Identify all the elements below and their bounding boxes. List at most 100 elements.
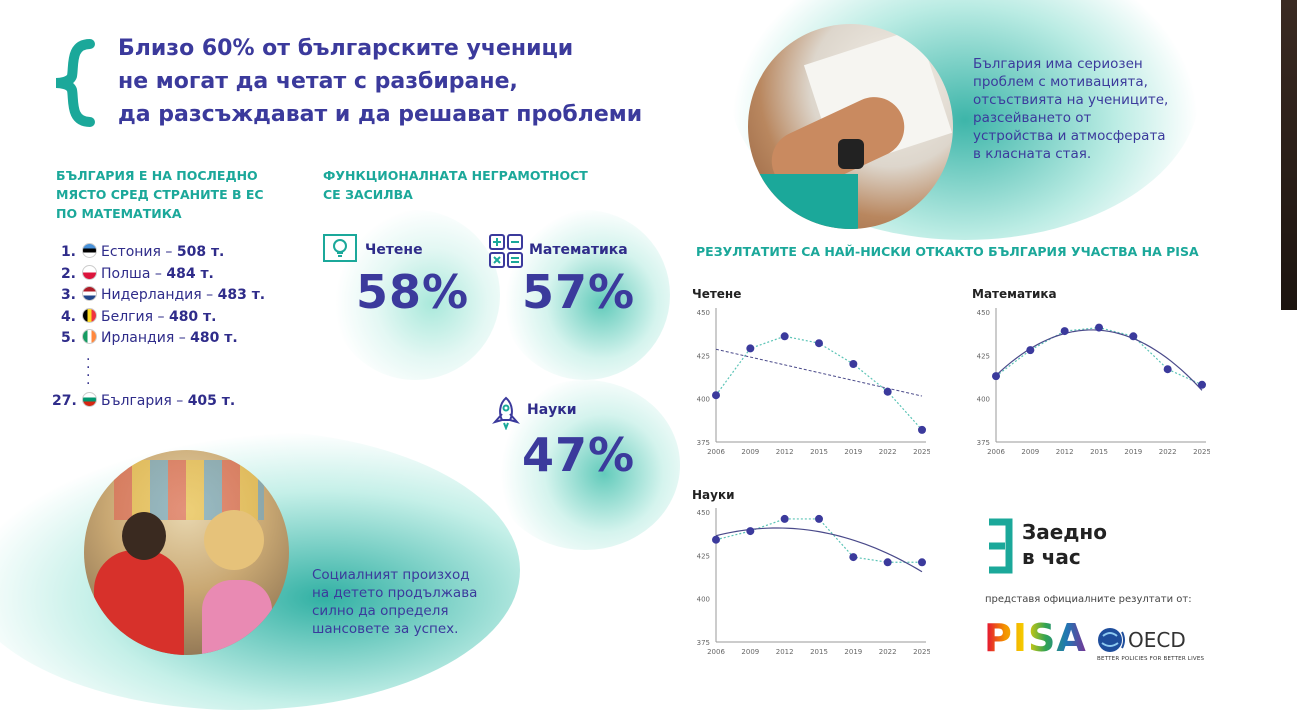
x-tick-label: 2019 [844, 648, 862, 656]
y-tick-label: 425 [697, 552, 710, 560]
ranking-row: 3. Нидерландия – 483 т. [52, 285, 265, 305]
y-tick-label: 450 [697, 509, 710, 517]
data-point [883, 558, 892, 567]
chart-reading: 375 400 425 450 2006 2009 2012 2015 2019 2022 2025 [697, 308, 930, 456]
trend-line [715, 348, 923, 397]
y-tick-label: 450 [697, 309, 710, 317]
ranking-country: Ирландия – [101, 330, 191, 346]
series-line [995, 326, 1203, 386]
data-point [815, 339, 823, 348]
ranking-row: 5. Ирландия – 480 т. [52, 328, 238, 348]
oecd-text: OECD [1128, 628, 1186, 652]
x-tick-label: 2019 [844, 448, 862, 456]
x-tick-label: 2025 [913, 448, 930, 456]
oecd-tagline: BETTER POLICIES FOR BETTER LIVES [1097, 656, 1205, 662]
x-tick-label: 2022 [879, 648, 897, 656]
quote-top: България има сериозен проблем с мотиваци… [973, 56, 1169, 162]
flag-icon [82, 329, 97, 344]
pisa-text: PISA [984, 616, 1087, 660]
rocket-icon [492, 396, 520, 430]
ranking-row: 27. България – 405 т. [52, 391, 235, 411]
data-point [992, 372, 1000, 381]
x-tick-label: 2006 [987, 448, 1005, 456]
ranking-rank: 4. [60, 308, 76, 325]
y-tick-label: 450 [977, 309, 990, 317]
photo-boy [94, 550, 184, 655]
trend-curve [995, 329, 1203, 391]
data-point [918, 425, 926, 434]
data-point [815, 514, 823, 523]
x-tick-label: 2015 [810, 648, 828, 656]
chart-title-reading: Четене [692, 287, 742, 301]
decor-blob-science [490, 380, 680, 550]
y-tick-label: 425 [977, 352, 990, 360]
chart-title-science: Науки [692, 488, 735, 502]
pisa-logo: PISA [984, 616, 1087, 660]
calculator-icon [489, 234, 523, 268]
book-icon [323, 234, 357, 262]
side-photo-strip [1281, 0, 1297, 310]
x-tick-label: 2019 [1124, 448, 1142, 456]
brace-icon [55, 39, 95, 127]
x-tick-label: 2012 [1056, 448, 1074, 456]
data-point [712, 535, 720, 544]
x-tick-label: 2025 [1193, 448, 1210, 456]
photo-classroom [84, 450, 289, 655]
illiteracy-heading: ФУНКЦИОНАЛНАТА НЕГРАМОТНОСТ СЕ ЗАСИЛВА [323, 168, 588, 202]
y-tick-label: 425 [697, 352, 710, 360]
series-line [715, 518, 922, 563]
x-tick-label: 2025 [913, 648, 930, 656]
chart-title-math: Математика [972, 287, 1057, 301]
ranking-score: 480 т. [190, 330, 238, 346]
data-point [883, 387, 892, 396]
data-point [918, 558, 926, 567]
ranking-country: България – [101, 393, 188, 409]
math-label: Математика [529, 242, 628, 258]
flag-icon [82, 392, 97, 407]
x-tick-label: 2012 [776, 648, 794, 656]
decor-blob-reading [330, 210, 500, 380]
ranking-row: 4. Белгия – 480 т. [52, 307, 216, 327]
flag-icon [82, 264, 97, 280]
trend-curve [715, 527, 923, 573]
data-point [780, 332, 789, 341]
ranking-rank: 3. [60, 287, 76, 303]
reading-label: Четене [365, 242, 423, 258]
ranking-rank: 5. [60, 330, 76, 346]
data-point [746, 344, 755, 353]
y-tick-label: 375 [977, 439, 990, 447]
ranking-score: 484 т. [166, 265, 214, 282]
data-point [780, 514, 789, 523]
oecd-globe-icon [1098, 628, 1125, 652]
brand-presents: представя официалните резултати от: [985, 594, 1192, 605]
chart-math: 375 400 425 450 2006 2009 2012 2015 2019 2022 2025 [977, 308, 1210, 456]
ranking-rank: 2. [60, 265, 76, 282]
data-point [1163, 365, 1172, 374]
data-point [1060, 327, 1069, 336]
ranking-country: Естония – [101, 244, 177, 260]
science-value: 47% [522, 428, 636, 482]
y-tick-label: 400 [697, 596, 710, 604]
data-point [1095, 323, 1103, 332]
x-tick-label: 2022 [1159, 448, 1177, 456]
flag-icon [82, 307, 97, 323]
data-point [1026, 346, 1035, 355]
math-value: 57% [522, 265, 636, 319]
ranking-score: 405 т. [187, 393, 236, 409]
x-tick-label: 2009 [741, 448, 759, 456]
ranking-country: Белгия – [101, 308, 169, 325]
science-label: Науки [527, 402, 577, 418]
ellipsis-dots: · · · · [86, 352, 91, 392]
x-tick-label: 2015 [810, 448, 828, 456]
flag-icon [82, 243, 97, 258]
data-point [1129, 332, 1138, 341]
ranking-score: 480 т. [168, 308, 217, 325]
headline-line: да разсъждават и да решават проблеми [118, 102, 643, 127]
zaedno-logo-icon [989, 518, 1013, 574]
headline-line: не могат да четат с разбиране, [118, 69, 518, 94]
data-point [1198, 380, 1206, 389]
chart-science: 375 400 425 450 2006 2009 2012 2015 2019 2022 2025 [697, 508, 930, 656]
x-tick-label: 2006 [707, 448, 725, 456]
photo-student-writing [748, 24, 953, 229]
ranking-heading: БЪЛГАРИЯ Е НА ПОСЛЕДНО МЯСТО СРЕД СТРАНИ… [56, 168, 264, 221]
